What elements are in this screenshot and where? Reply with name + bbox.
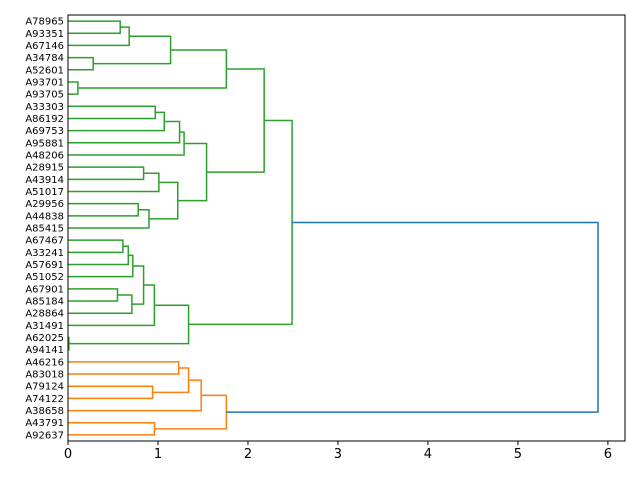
dendrogram-link	[77, 49, 228, 89]
leaf-label: A51017	[25, 187, 64, 198]
x-tick-label: 5	[514, 447, 522, 462]
leaf-label: A57691	[25, 260, 64, 271]
dendrogram-link	[68, 288, 119, 302]
leaf-label: A46216	[25, 357, 64, 368]
leaf-label: A85184	[25, 297, 64, 308]
leaf-label: A38658	[25, 406, 64, 417]
x-tick-label: 6	[604, 447, 612, 462]
x-tick-label: 3	[334, 447, 342, 462]
leaf-label: A31491	[25, 321, 64, 332]
leaf-label: A52601	[25, 65, 64, 76]
leaf-label: A29956	[25, 199, 64, 210]
leaf-label: A28864	[25, 309, 64, 320]
leaf-label: A51052	[25, 272, 64, 283]
x-tick-label: 0	[64, 447, 72, 462]
leaf-label: A44838	[25, 211, 64, 222]
leaf-label: A85415	[25, 224, 64, 235]
x-tick-label: 2	[244, 447, 252, 462]
leaf-label: A67467	[25, 236, 64, 247]
dendrogram-link	[68, 166, 145, 181]
dendrogram-link	[226, 221, 599, 413]
dendrogram-link	[131, 265, 145, 305]
dendrogram-link	[68, 56, 94, 71]
leaf-label: A93705	[25, 90, 64, 101]
dendrogram-link	[68, 294, 133, 314]
dendrogram-link	[68, 254, 134, 278]
dendrogram-link	[68, 111, 166, 132]
leaf-label: A33241	[25, 248, 64, 259]
leaf-label: A92637	[25, 430, 64, 441]
leaf-label: A28915	[25, 163, 64, 174]
leaf-label: A83018	[25, 370, 64, 381]
dendrogram-link	[148, 181, 179, 220]
x-tick-label: 1	[154, 447, 162, 462]
leaf-label: A69753	[25, 126, 64, 137]
dendrogram-link	[177, 142, 208, 202]
leaf-label: A67146	[25, 41, 64, 52]
leaf-label: A48206	[25, 150, 64, 161]
dendrogram-link	[68, 284, 156, 327]
dendrogram-link	[68, 385, 154, 400]
leaf-label: A34784	[25, 53, 64, 64]
dendrogram-link	[68, 172, 160, 193]
dendrogram-link	[152, 367, 190, 394]
leaf-label: A74122	[25, 394, 64, 405]
leaf-label: A78965	[25, 17, 64, 28]
dendrogram-link	[68, 20, 121, 35]
dendrogram-link	[68, 239, 124, 254]
dendrogram-link	[68, 208, 150, 229]
dendrogram-link	[68, 202, 139, 217]
dendrogram-link	[68, 81, 79, 95]
leaf-label: A43914	[25, 175, 64, 186]
dendrogram-link	[68, 421, 156, 436]
leaf-label: A79124	[25, 382, 64, 393]
leaf-label: A93701	[25, 77, 64, 88]
dendrogram-link	[68, 120, 181, 144]
x-axis-ticks: 0 1 2 3 4 5 6	[64, 441, 612, 462]
dendrogram-link	[93, 35, 172, 65]
dendrogram-link	[68, 361, 180, 375]
leaf-label: A86192	[25, 114, 64, 125]
leaf-label: A95881	[25, 138, 64, 149]
x-tick-label: 4	[424, 447, 432, 462]
leaf-label: A62025	[25, 333, 64, 344]
dendrogram-link	[154, 394, 228, 430]
plot-frame	[67, 14, 626, 442]
leaf-label: A94141	[25, 345, 64, 356]
leaf-label: A93351	[25, 29, 64, 40]
dendrogram-link	[68, 379, 202, 412]
dendrogram-link	[68, 131, 185, 156]
dendrogram-links	[68, 20, 599, 436]
dendrogram-link	[68, 105, 157, 120]
dendrogram-link	[188, 119, 293, 326]
dendrogram-link	[68, 304, 190, 345]
dendrogram-link	[206, 68, 265, 173]
dendrogram-link	[68, 245, 130, 266]
leaf-label: A33303	[25, 102, 64, 113]
leaf-label: A67901	[25, 284, 64, 295]
leaf-label: A43791	[25, 418, 64, 429]
